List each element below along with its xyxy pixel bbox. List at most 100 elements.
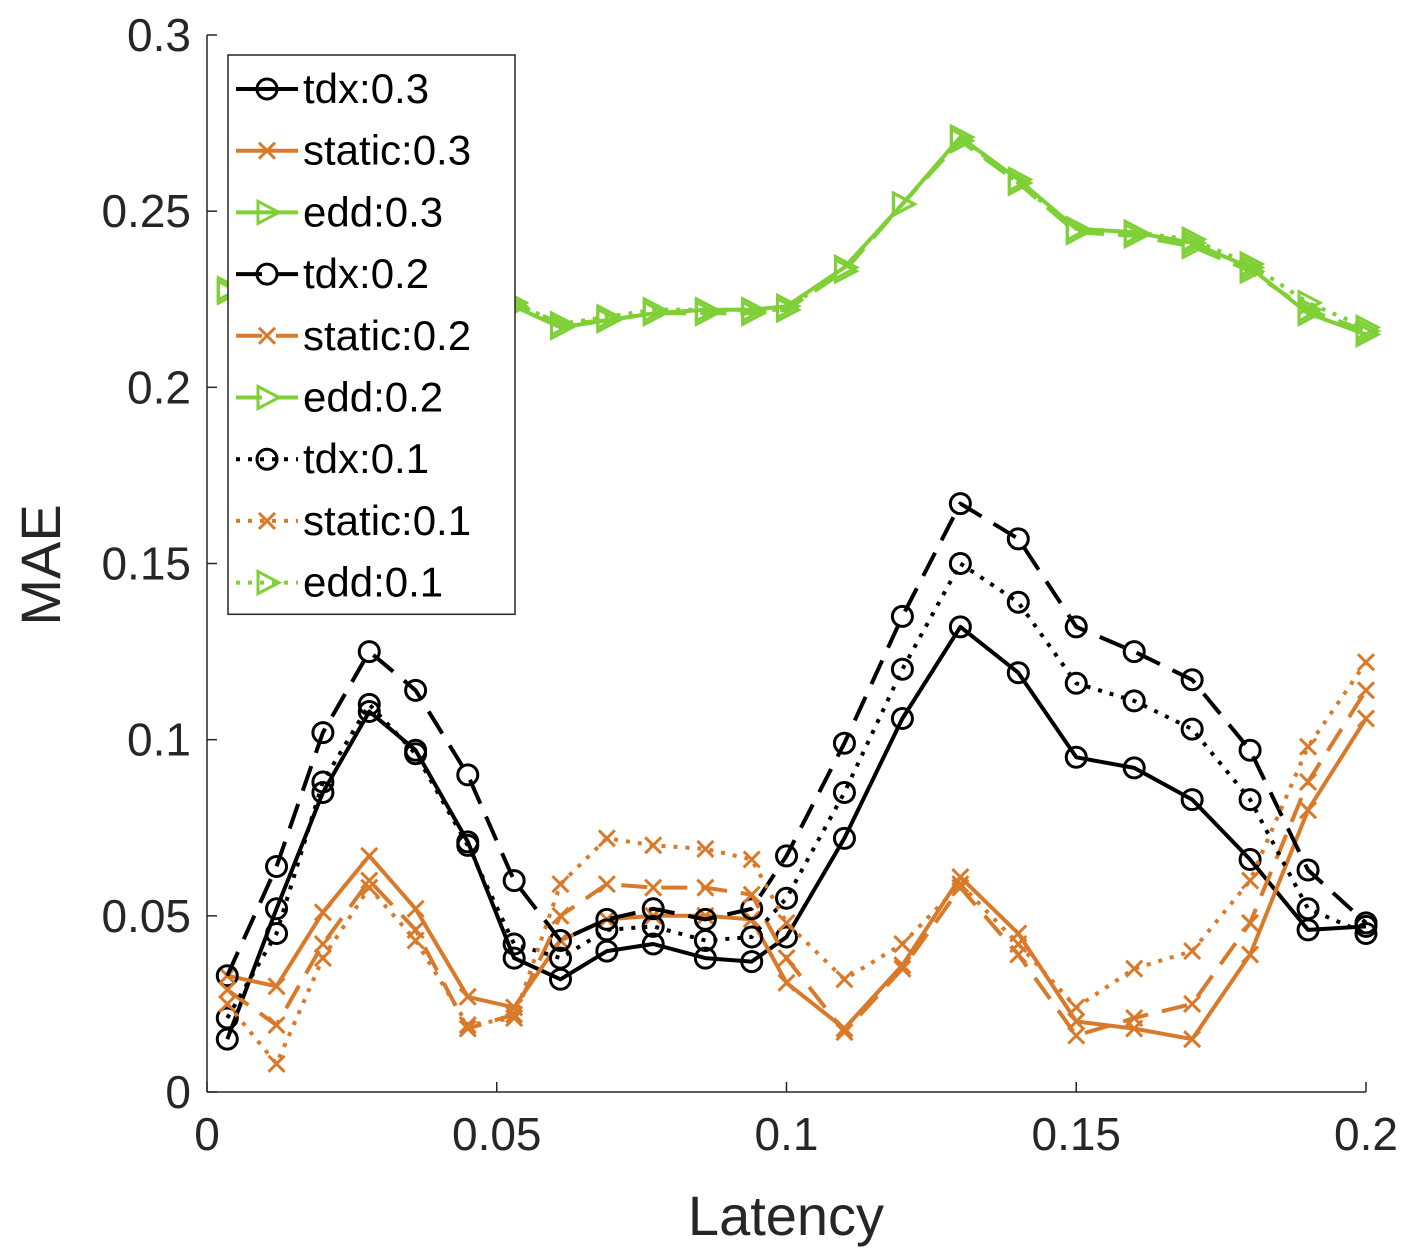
data-point xyxy=(641,914,665,938)
data-point xyxy=(1122,756,1146,780)
data-point xyxy=(1122,640,1146,664)
series-static-0-1 xyxy=(218,653,1376,1073)
data-point xyxy=(890,657,914,681)
data-point xyxy=(1356,709,1376,728)
legend-label: edd:0.2 xyxy=(303,374,443,421)
data-point xyxy=(1125,959,1144,978)
data-point xyxy=(1183,942,1202,961)
data-point xyxy=(1123,218,1150,246)
data-point xyxy=(1064,745,1088,769)
legend-label: static:0.1 xyxy=(303,497,471,544)
x-tick-label: 0.1 xyxy=(755,1108,819,1160)
data-point xyxy=(595,907,619,931)
data-point xyxy=(215,964,239,988)
legend-marker xyxy=(257,141,277,160)
axes: 0 0.05 0.1 0.15 0.2 0 0.05 0.1 0.15 0.2 0.25 0.3 xyxy=(101,9,1398,1160)
data-point xyxy=(1181,225,1208,253)
y-tick-label: 0.25 xyxy=(101,185,191,237)
data-point xyxy=(218,966,237,985)
data-point xyxy=(1298,737,1318,756)
y-tick-label: 0.15 xyxy=(101,538,191,590)
legend-item: tdx:0.3 xyxy=(236,65,429,112)
y-tick-label: 0.2 xyxy=(127,361,191,413)
data-point xyxy=(505,1008,524,1028)
legend-marker xyxy=(256,569,283,597)
data-point xyxy=(693,928,717,952)
data-point xyxy=(1238,738,1262,762)
data-point xyxy=(951,875,970,894)
data-point xyxy=(265,921,289,945)
series-line xyxy=(227,135,1367,330)
series-line xyxy=(225,501,1368,977)
data-point xyxy=(644,878,663,897)
data-point xyxy=(456,833,480,857)
legend-marker xyxy=(255,262,279,286)
data-point xyxy=(597,875,616,894)
y-tick-label: 0 xyxy=(165,1066,191,1118)
data-point xyxy=(1356,681,1376,700)
y-tick-label: 0.1 xyxy=(127,714,191,766)
data-point xyxy=(360,846,379,865)
data-point xyxy=(693,946,717,970)
data-point xyxy=(1297,289,1324,317)
data-point xyxy=(775,844,798,868)
data-point xyxy=(1296,858,1320,882)
data-point xyxy=(311,721,335,745)
legend-label: static:0.2 xyxy=(303,312,471,359)
data-point xyxy=(502,932,526,956)
data-point xyxy=(1354,911,1378,935)
legend-marker xyxy=(256,384,283,411)
data-point xyxy=(641,897,665,921)
data-point xyxy=(218,980,237,999)
data-point xyxy=(832,731,856,755)
data-point xyxy=(265,897,289,921)
data-point xyxy=(1354,921,1378,945)
data-point xyxy=(360,878,379,897)
data-point xyxy=(777,913,796,932)
data-point xyxy=(1064,615,1088,639)
legend-label: edd:0.3 xyxy=(303,188,443,235)
data-point xyxy=(218,994,237,1013)
legend-marker xyxy=(255,77,279,101)
data-point xyxy=(215,1006,239,1030)
data-point xyxy=(948,615,972,639)
data-point xyxy=(742,885,761,904)
legend: tdx:0.3 static:0.3 edd:0.3 tdx:0.2 static:0.… xyxy=(227,54,516,616)
legend-marker xyxy=(256,198,283,226)
data-point xyxy=(642,296,669,324)
x-axis-title: Latency xyxy=(688,1184,884,1247)
data-point xyxy=(1009,934,1028,954)
legend-label: tdx:0.1 xyxy=(303,435,429,482)
data-point xyxy=(1183,1030,1202,1049)
data-point xyxy=(404,678,428,702)
data-point xyxy=(835,970,854,989)
data-point xyxy=(1067,1026,1086,1045)
data-point xyxy=(777,949,796,968)
legend-label: tdx:0.3 xyxy=(303,65,429,112)
data-point xyxy=(548,946,572,970)
data-point xyxy=(313,903,332,922)
data-point xyxy=(1241,945,1260,964)
legend-label: tdx:0.2 xyxy=(303,250,429,297)
data-point xyxy=(1064,671,1088,695)
data-point xyxy=(891,190,918,218)
data-point xyxy=(893,956,912,975)
data-point xyxy=(1007,169,1034,197)
data-point xyxy=(893,959,912,978)
data-point xyxy=(1006,661,1030,685)
data-point xyxy=(551,906,570,925)
x-tick-label: 0.15 xyxy=(1031,1108,1121,1160)
data-point xyxy=(694,296,721,324)
data-point xyxy=(1180,788,1204,812)
x-tick-label: 0.2 xyxy=(1334,1108,1398,1160)
series-layer xyxy=(215,123,1382,1073)
data-point xyxy=(1122,689,1146,713)
legend-item: static:0.3 xyxy=(236,127,471,174)
data-point xyxy=(777,973,796,992)
data-point xyxy=(1065,215,1092,243)
legend-label: static:0.3 xyxy=(303,127,471,174)
data-point xyxy=(948,552,972,575)
data-point xyxy=(641,932,665,956)
data-point xyxy=(1241,871,1260,890)
